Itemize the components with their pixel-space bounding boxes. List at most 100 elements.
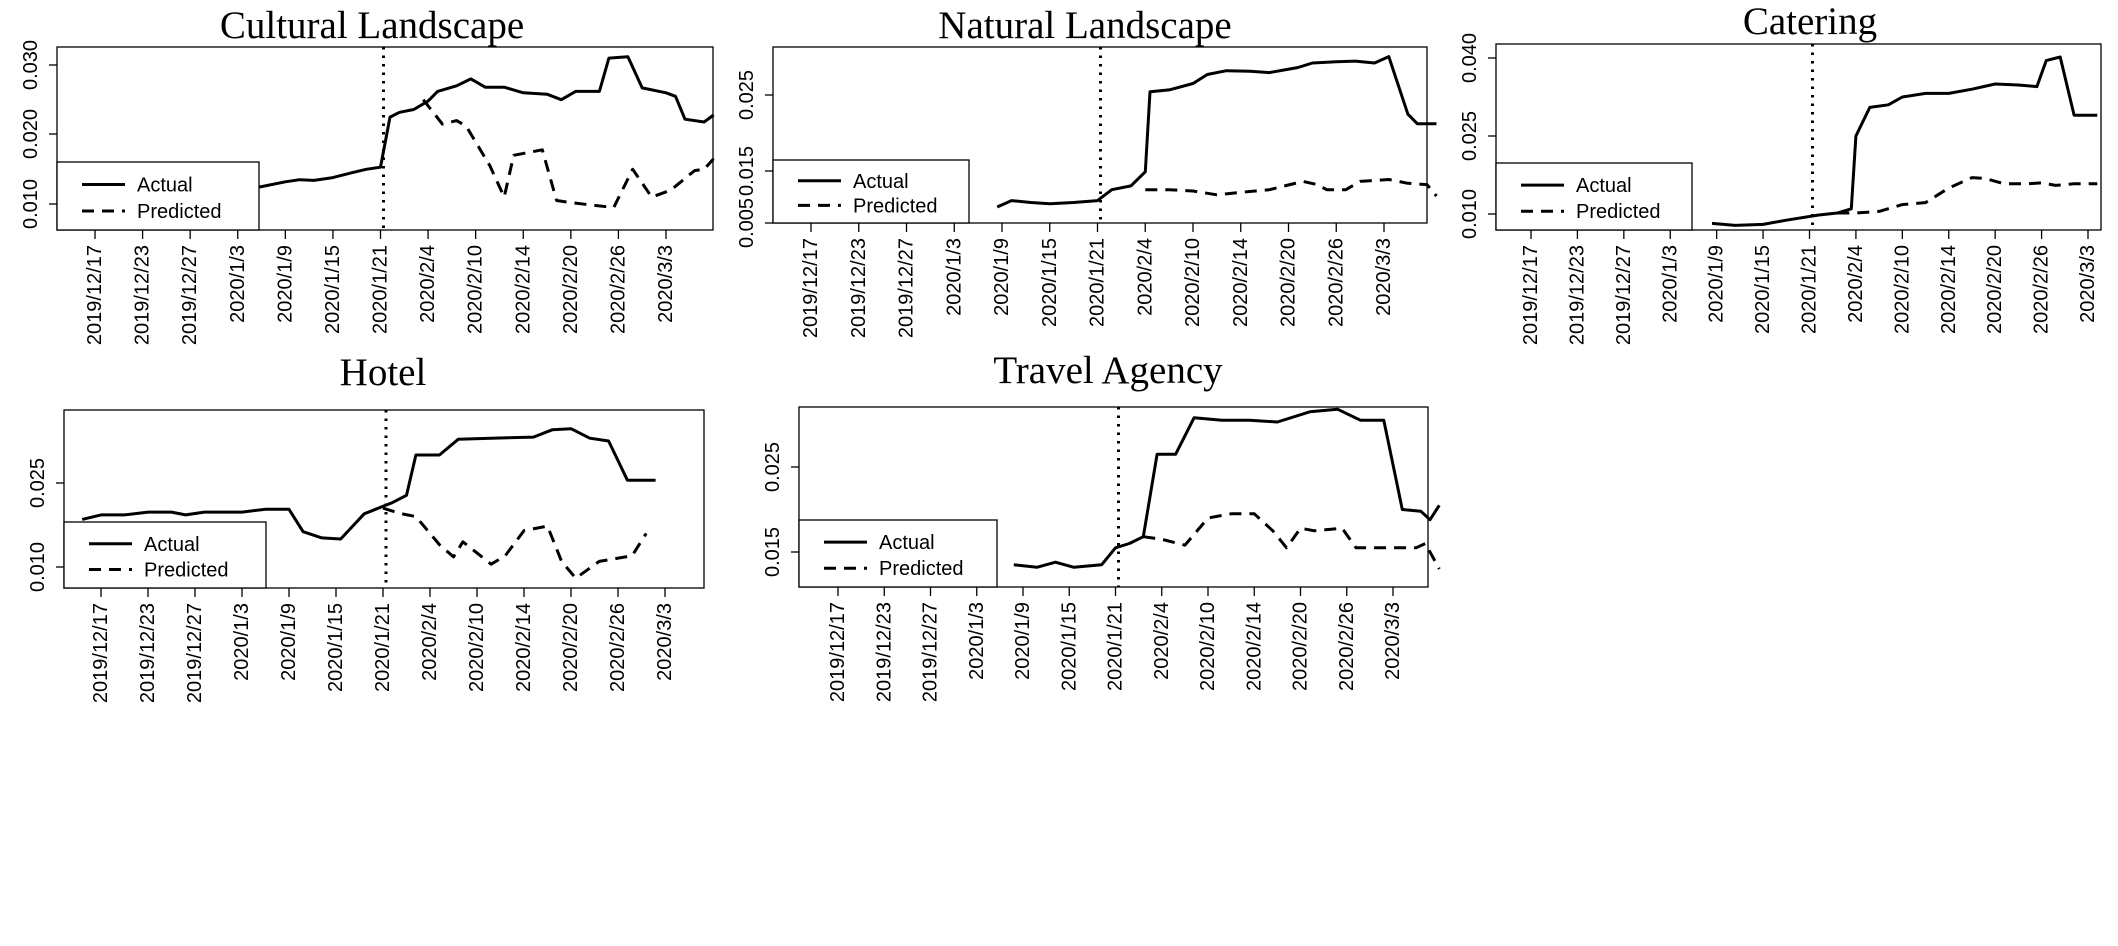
x-tick-label: 2020/2/14	[1230, 238, 1252, 327]
y-tick-label: 0.025	[736, 70, 758, 120]
series-predicted-line	[382, 506, 648, 580]
x-tick-label: 2019/12/27	[184, 603, 206, 703]
y-tick-label: 0.010	[1459, 189, 1481, 239]
legend-actual-label: Actual	[853, 171, 909, 193]
legend-box	[63, 521, 267, 589]
plot-frame	[1495, 43, 2102, 231]
y-tick-label: 0.010	[27, 542, 49, 592]
x-tick-label: 2020/1/15	[1752, 245, 1774, 334]
x-tick-label: 2020/1/9	[991, 238, 1013, 316]
plot-frame	[798, 406, 1429, 588]
series-predicted-line	[422, 98, 715, 209]
legend-predicted-label: Predicted	[1576, 201, 1661, 223]
legend-actual-label: Actual	[1576, 175, 1632, 197]
x-tick-label: 2020/2/14	[1243, 602, 1265, 691]
legend-predicted-label: Predicted	[853, 195, 938, 217]
chart-title: Natural Landscape	[938, 4, 1231, 47]
x-tick-label: 2020/1/21	[1799, 245, 1821, 334]
legend-box	[772, 159, 970, 224]
x-tick-label: 2020/2/4	[1134, 238, 1156, 316]
x-tick-label: 2020/1/9	[274, 245, 296, 323]
y-tick-label: 0.005	[736, 198, 758, 248]
x-tick-label: 2020/1/9	[278, 603, 300, 681]
x-tick-label: 2019/12/17	[84, 245, 106, 345]
x-tick-label: 2020/1/21	[1087, 238, 1109, 327]
x-tick-label: 2020/1/15	[1058, 602, 1080, 691]
x-tick-label: 2020/3/3	[655, 245, 677, 323]
x-tick-label: 2020/1/15	[1039, 238, 1061, 327]
x-tick-label: 2020/1/3	[943, 238, 965, 316]
x-tick-label: 2019/12/27	[920, 602, 942, 702]
legend-actual-label: Actual	[137, 174, 193, 196]
x-tick-label: 2019/12/23	[848, 238, 870, 338]
x-tick-label: 2020/3/3	[1373, 238, 1395, 316]
x-tick-label: 2020/3/3	[2077, 245, 2099, 323]
chart-panel-4: Travel Agency 0.015 0.025 2019/12/17 2019/12…	[762, 349, 1441, 702]
series-actual-line	[237, 55, 715, 192]
x-tick-label: 2019/12/23	[137, 603, 159, 703]
x-tick-label: 2019/12/17	[90, 603, 112, 703]
x-tick-label: 2020/2/14	[513, 603, 535, 692]
x-tick-label: 2019/12/27	[179, 245, 201, 345]
x-tick-label: 2020/3/3	[1382, 602, 1404, 680]
chart-title: Travel Agency	[993, 349, 1223, 392]
x-tick-label: 2020/2/10	[466, 603, 488, 692]
x-tick-label: 2020/2/10	[465, 245, 487, 334]
chart-title: Hotel	[340, 351, 427, 394]
x-tick-label: 2020/1/3	[231, 603, 253, 681]
y-tick-label: 0.015	[736, 146, 758, 196]
x-tick-label: 2020/2/4	[417, 245, 439, 323]
x-tick-label: 2020/2/26	[2031, 245, 2053, 334]
x-tick-label: 2020/1/15	[322, 245, 344, 334]
y-tick-label: 0.040	[1459, 33, 1481, 83]
y-tick-label: 0.025	[762, 442, 784, 492]
x-tick-label: 2020/2/20	[1278, 238, 1300, 327]
x-tick-label: 2020/2/10	[1182, 238, 1204, 327]
chart-title: Cultural Landscape	[220, 4, 524, 47]
x-tick-label: 2020/1/21	[372, 603, 394, 692]
x-tick-label: 2019/12/17	[1520, 245, 1542, 345]
x-tick-label: 2020/2/14	[1938, 245, 1960, 334]
y-tick-label: 0.025	[27, 458, 49, 508]
x-tick-label: 2019/12/23	[873, 602, 895, 702]
series-actual-line	[81, 427, 656, 541]
y-tick-label: 0.025	[1459, 111, 1481, 161]
legend-box	[798, 519, 998, 588]
series-actual-line	[1711, 55, 2098, 227]
x-tick-label: 2020/1/21	[1105, 602, 1127, 691]
legend-actual-label: Actual	[879, 532, 935, 554]
x-tick-label: 2019/12/23	[132, 245, 154, 345]
x-tick-label: 2020/1/9	[1706, 245, 1728, 323]
x-tick-label: 2019/12/17	[800, 238, 822, 338]
x-tick-label: 2019/12/17	[827, 602, 849, 702]
series-predicted-line	[1143, 512, 1441, 570]
series-predicted-line	[1145, 178, 1438, 198]
x-tick-label: 2020/2/26	[1325, 238, 1347, 327]
series-predicted-line	[1837, 176, 2098, 215]
chart-panel-3: Hotel 0.010 0.025 2019/12/17 2019/12/23 2019/…	[27, 351, 705, 703]
x-tick-label: 2020/1/21	[370, 245, 392, 334]
chart-panel-2: Catering 0.010 0.025 0.040 2019/12/17 2019/12…	[1459, 0, 2102, 345]
x-tick-label: 2020/2/4	[1845, 245, 1867, 323]
y-tick-label: 0.030	[20, 40, 42, 90]
x-tick-label: 2020/2/20	[1984, 245, 2006, 334]
legend-predicted-label: Predicted	[144, 560, 229, 582]
x-tick-label: 2020/2/20	[560, 603, 582, 692]
x-tick-label: 2020/2/4	[419, 603, 441, 681]
x-tick-label: 2020/2/26	[607, 603, 629, 692]
legend-predicted-label: Predicted	[137, 201, 222, 223]
series-actual-line	[996, 55, 1437, 209]
chart-panel-0: Cultural Landscape 0.010 0.020 0.030 2019/12…	[20, 4, 715, 345]
y-tick-label: 0.010	[20, 179, 42, 229]
series-actual-line	[1013, 407, 1441, 569]
x-tick-label: 2020/1/3	[227, 245, 249, 323]
x-tick-label: 2020/2/10	[1891, 245, 1913, 334]
x-tick-label: 2019/12/27	[1613, 245, 1635, 345]
x-tick-label: 2020/1/15	[325, 603, 347, 692]
x-tick-label: 2019/12/27	[896, 238, 918, 338]
x-tick-label: 2020/2/26	[1336, 602, 1358, 691]
chart-title: Catering	[1743, 0, 1877, 43]
